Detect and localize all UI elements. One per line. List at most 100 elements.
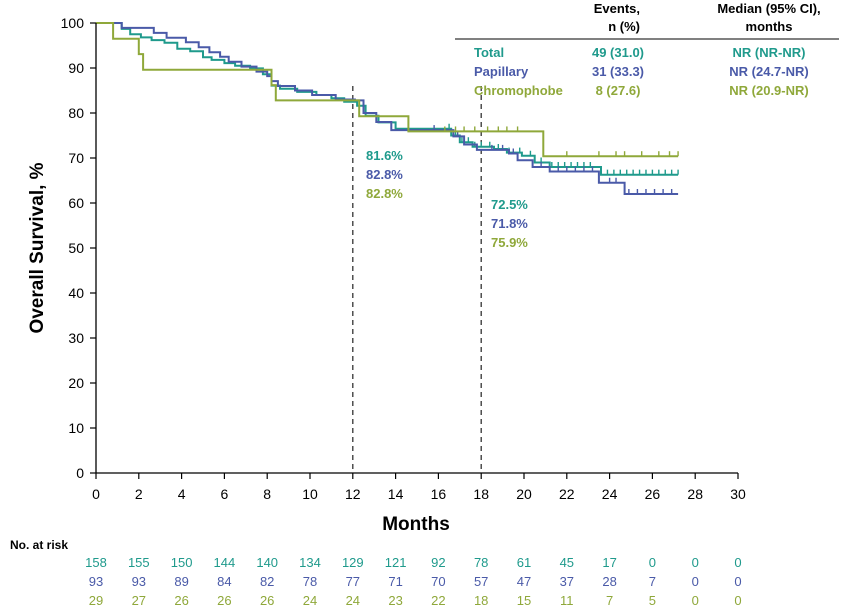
risk-count-papillary: 77: [346, 574, 360, 589]
events-header: Events,: [594, 1, 640, 16]
x-tick-label: 18: [473, 486, 489, 502]
risk-count-papillary: 28: [602, 574, 616, 589]
risk-count-total: 0: [692, 555, 699, 570]
events-header-unit: n (%): [608, 19, 640, 34]
x-tick-label: 24: [602, 486, 618, 502]
legend-median-chromophobe: NR (20.9-NR): [729, 83, 808, 98]
landmark-12m-papillary: 82.8%: [366, 167, 403, 182]
x-tick-label: 8: [263, 486, 271, 502]
risk-count-chromophobe: 18: [474, 593, 488, 608]
risk-count-total: 155: [128, 555, 150, 570]
x-tick-label: 14: [388, 486, 404, 502]
risk-count-chromophobe: 26: [217, 593, 231, 608]
risk-count-total: 17: [602, 555, 616, 570]
risk-count-chromophobe: 5: [649, 593, 656, 608]
risk-count-chromophobe: 26: [174, 593, 188, 608]
x-tick-label: 10: [302, 486, 318, 502]
reference-lines: [353, 86, 481, 473]
x-tick-label: 2: [135, 486, 143, 502]
legend-events-total: 49 (31.0): [592, 45, 644, 60]
risk-count-chromophobe: 7: [606, 593, 613, 608]
risk-count-papillary: 57: [474, 574, 488, 589]
landmark-18m-total: 72.5%: [491, 197, 528, 212]
x-tick-label: 26: [645, 486, 661, 502]
risk-count-total: 92: [431, 555, 445, 570]
landmark-12m-chromophobe: 82.8%: [366, 186, 403, 201]
risk-table-title: No. at risk: [10, 538, 68, 552]
y-tick-label: 40: [68, 285, 84, 301]
x-tick-label: 30: [730, 486, 746, 502]
risk-count-papillary: 0: [734, 574, 741, 589]
legend-median-papillary: NR (24.7-NR): [729, 64, 808, 79]
x-tick-label: 22: [559, 486, 575, 502]
median-header-unit: months: [746, 19, 793, 34]
y-tick-label: 100: [61, 15, 85, 31]
risk-count-papillary: 82: [260, 574, 274, 589]
risk-count-total: 150: [171, 555, 193, 570]
risk-count-chromophobe: 24: [346, 593, 360, 608]
risk-count-papillary: 93: [89, 574, 103, 589]
y-tick-label: 80: [68, 105, 84, 121]
y-tick-label: 30: [68, 330, 84, 346]
landmark-12m-total: 81.6%: [366, 148, 403, 163]
risk-count-papillary: 89: [174, 574, 188, 589]
risk-count-papillary: 7: [649, 574, 656, 589]
landmark-18m-papillary: 71.8%: [491, 216, 528, 231]
curve-chromophobe: [96, 23, 678, 156]
risk-count-chromophobe: 0: [734, 593, 741, 608]
x-tick-label: 20: [516, 486, 532, 502]
y-tick-label: 50: [68, 240, 84, 256]
risk-count-total: 158: [85, 555, 107, 570]
x-tick-label: 4: [178, 486, 186, 502]
risk-count-total: 121: [385, 555, 407, 570]
landmark-18m-chromophobe: 75.9%: [491, 235, 528, 250]
risk-count-chromophobe: 27: [132, 593, 146, 608]
risk-count-papillary: 70: [431, 574, 445, 589]
y-axis-title: Overall Survival, %: [27, 162, 48, 333]
x-axis-title: Months: [382, 514, 450, 535]
risk-count-total: 144: [214, 555, 236, 570]
risk-count-chromophobe: 0: [692, 593, 699, 608]
x-tick-label: 28: [687, 486, 703, 502]
y-tick-label: 70: [68, 150, 84, 166]
legend-name-total: Total: [474, 45, 504, 60]
risk-count-total: 61: [517, 555, 531, 570]
legend-median-total: NR (NR-NR): [733, 45, 806, 60]
risk-count-chromophobe: 23: [388, 593, 402, 608]
legend-name-papillary: Papillary: [474, 64, 529, 79]
survival-chart: 01020304050607080901000 2 4 6 8 10 12 14 16 18 20 2…: [0, 0, 849, 615]
risk-count-papillary: 78: [303, 574, 317, 589]
median-header: Median (95% CI),: [717, 1, 820, 16]
y-tick-label: 90: [68, 60, 84, 76]
x-tick-label: 16: [431, 486, 447, 502]
risk-count-total: 78: [474, 555, 488, 570]
legend-events-papillary: 31 (33.3): [592, 64, 644, 79]
axes: [90, 23, 738, 479]
risk-count-total: 140: [256, 555, 278, 570]
legend-name-chromophobe: Chromophobe: [474, 83, 563, 98]
risk-count-papillary: 0: [692, 574, 699, 589]
risk-count-total: 0: [649, 555, 656, 570]
x-tick-label: 0: [92, 486, 100, 502]
y-tick-label: 20: [68, 375, 84, 391]
legend-table: Events, n (%) Median (95% CI), months Total 4…: [455, 1, 839, 98]
risk-count-papillary: 47: [517, 574, 531, 589]
risk-count-total: 0: [734, 555, 741, 570]
risk-count-chromophobe: 29: [89, 593, 103, 608]
risk-count-papillary: 93: [132, 574, 146, 589]
risk-count-total: 129: [342, 555, 364, 570]
risk-count-papillary: 84: [217, 574, 231, 589]
y-tick-label: 10: [68, 420, 84, 436]
y-tick-label: 0: [76, 465, 84, 481]
y-tick-label: 60: [68, 195, 84, 211]
x-tick-label: 6: [221, 486, 229, 502]
risk-count-chromophobe: 15: [517, 593, 531, 608]
risk-count-chromophobe: 26: [260, 593, 274, 608]
risk-count-total: 134: [299, 555, 321, 570]
risk-count-chromophobe: 24: [303, 593, 317, 608]
x-tick-label: 12: [345, 486, 361, 502]
risk-count-chromophobe: 11: [560, 593, 574, 608]
legend-events-chromophobe: 8 (27.6): [596, 83, 641, 98]
